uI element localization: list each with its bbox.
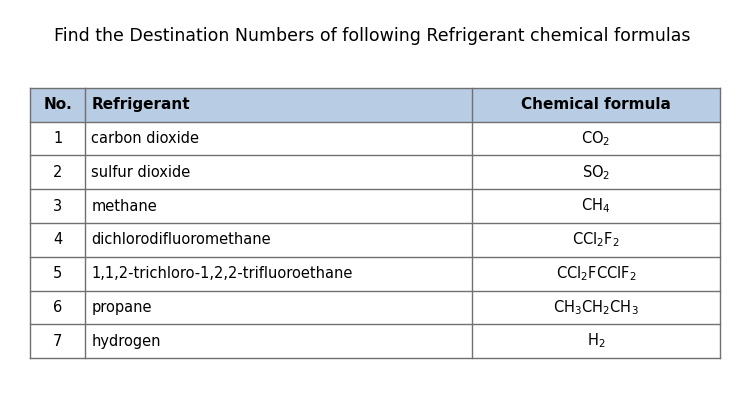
Text: hydrogen: hydrogen [91, 334, 161, 349]
Text: Find the Destination Numbers of following Refrigerant chemical formulas: Find the Destination Numbers of followin… [54, 27, 691, 45]
Text: 7: 7 [53, 334, 63, 349]
Text: 2: 2 [53, 165, 63, 180]
Text: Chemical formula: Chemical formula [521, 97, 670, 112]
Text: sulfur dioxide: sulfur dioxide [91, 165, 191, 180]
Text: 6: 6 [53, 300, 63, 315]
Text: CCl$_2$F$_2$: CCl$_2$F$_2$ [572, 230, 620, 249]
Text: propane: propane [91, 300, 152, 315]
Bar [30, 88, 720, 122]
Bar [30, 189, 720, 223]
Bar [30, 257, 720, 290]
Text: CO$_2$: CO$_2$ [581, 129, 610, 148]
Text: 1,1,2-trichloro-1,2,2-trifluoroethane: 1,1,2-trichloro-1,2,2-trifluoroethane [91, 266, 352, 281]
Text: SO$_2$: SO$_2$ [582, 163, 610, 182]
Text: CH$_3$CH$_2$CH$_3$: CH$_3$CH$_2$CH$_3$ [553, 298, 638, 317]
Text: methane: methane [91, 199, 157, 214]
Text: 1: 1 [53, 131, 63, 146]
Text: carbon dioxide: carbon dioxide [91, 131, 199, 146]
Bar [30, 155, 720, 189]
Text: 3: 3 [53, 199, 62, 214]
Bar [30, 122, 720, 155]
Text: 5: 5 [53, 266, 63, 281]
Text: CH$_4$: CH$_4$ [581, 197, 610, 215]
Bar [30, 324, 720, 358]
Text: CCl$_2$FCClF$_2$: CCl$_2$FCClF$_2$ [556, 264, 636, 283]
Bar [30, 223, 720, 257]
Text: H$_2$: H$_2$ [586, 332, 605, 350]
Text: dichlorodifluoromethane: dichlorodifluoromethane [91, 233, 271, 247]
Text: 4: 4 [53, 233, 63, 247]
Bar [30, 290, 720, 324]
Text: No.: No. [43, 97, 72, 112]
Text: Refrigerant: Refrigerant [91, 97, 190, 112]
